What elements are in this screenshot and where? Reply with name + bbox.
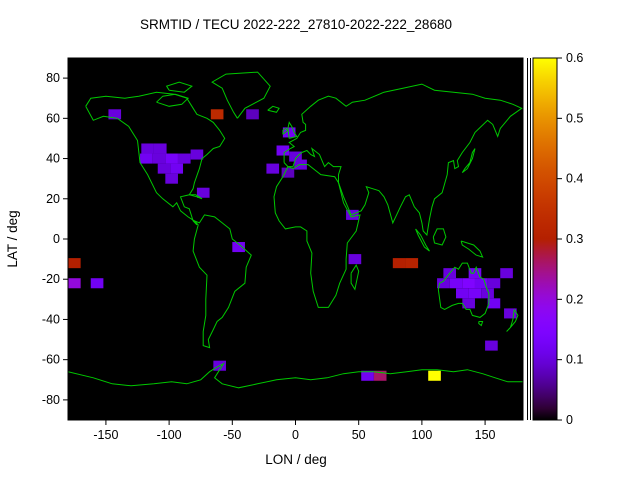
coastline [273, 164, 361, 308]
heat-cell [361, 370, 374, 381]
coastline [432, 228, 447, 246]
coastline [415, 228, 430, 252]
chart-title: SRMTID / TECU 2022-222_27810-2022-222_28… [140, 17, 452, 32]
x-tick-label: 150 [475, 428, 496, 442]
coastline [211, 71, 271, 119]
heat-cell [90, 278, 104, 289]
coastline [461, 148, 476, 173]
colorbar-tick-label: 0 [566, 413, 573, 427]
heat-cell [266, 163, 280, 174]
x-tick-label: 100 [411, 428, 432, 442]
heat-cell [246, 109, 259, 120]
colorbar-tick-label: 0.4 [566, 172, 583, 186]
heat-cell [462, 298, 475, 309]
heat-cell [428, 370, 441, 381]
coastline [506, 309, 519, 332]
coastline [437, 262, 490, 318]
coastline [156, 93, 190, 107]
heat-cell [152, 153, 166, 164]
coastline [189, 194, 203, 200]
colorbar-tick-label: 0.1 [566, 353, 583, 367]
heat-cell [140, 153, 153, 164]
colorbar [532, 57, 558, 421]
y-tick-label: 40 [46, 152, 60, 166]
heat-cell [456, 288, 469, 299]
coastline [267, 105, 280, 113]
y-axis-label: LAT / deg [5, 210, 20, 267]
heat-cell [449, 278, 463, 289]
y-tick-label: 0 [53, 232, 60, 246]
heat-cell [210, 109, 224, 120]
heat-cell [405, 258, 419, 269]
coastline [287, 121, 298, 139]
x-tick-label: -150 [93, 428, 118, 442]
heat-cell [232, 242, 245, 253]
coastline [478, 321, 484, 327]
colorbar-tick-label: 0.5 [566, 111, 583, 125]
x-tick-label: -50 [223, 428, 241, 442]
x-tick-label: 50 [352, 428, 366, 442]
map-background [68, 58, 523, 420]
coastlines [68, 71, 523, 389]
x-axis-label: LON / deg [265, 452, 327, 467]
coastline [283, 83, 523, 237]
x-tick-label: 0 [292, 428, 299, 442]
heat-cell [68, 258, 81, 269]
heat-cell [165, 173, 178, 184]
heat-cell [165, 153, 178, 164]
heat-cell [392, 258, 406, 269]
heat-cell [487, 298, 501, 309]
heat-cell [196, 187, 210, 198]
heat-cell [108, 109, 122, 120]
y-tick-label: -60 [42, 353, 60, 367]
heat-cell [481, 288, 494, 299]
heat-cell [282, 127, 296, 138]
coastline [460, 240, 484, 258]
heat-cell [190, 149, 204, 160]
map-plot-area: -150 -100 -50 0 50 100 150 80 60 40 20 0 -20 -40 -60 -8… [42, 51, 584, 442]
heat-cell [462, 278, 475, 289]
y-tick-label: -40 [42, 312, 60, 326]
heat-cell [468, 268, 482, 279]
heat-cell [141, 143, 154, 154]
heat-cell [487, 278, 501, 289]
heat-cell [468, 288, 482, 299]
y-tick-label: 80 [46, 71, 60, 85]
heat-cell [68, 278, 81, 289]
heat-cell [157, 163, 171, 174]
heat-cell [504, 308, 517, 319]
heat-cell [281, 167, 295, 178]
coastline [68, 362, 523, 389]
heat-cell [153, 143, 167, 154]
colorbar-tick-label: 0.6 [566, 51, 583, 65]
heat-cell [177, 153, 191, 164]
y-tick-label: -80 [42, 393, 60, 407]
heat-cell [500, 268, 513, 279]
x-tick-label: -100 [157, 428, 182, 442]
coastline [165, 81, 193, 93]
heat-cell [437, 278, 450, 289]
y-tick-label: 20 [46, 192, 60, 206]
colorbar-tick-label: 0.2 [566, 292, 583, 306]
colorbar-tick-label: 0.3 [566, 232, 583, 246]
coastline [282, 127, 289, 135]
heat-cells [68, 109, 517, 381]
heat-cell [348, 254, 362, 265]
coastline [192, 214, 252, 349]
heat-cell [474, 278, 488, 289]
heat-cell [373, 370, 387, 381]
y-tick-label: -20 [42, 272, 60, 286]
heat-cell [276, 145, 290, 156]
heat-cell [170, 163, 184, 174]
heat-cell [485, 340, 498, 351]
y-tick-label: 60 [46, 111, 60, 125]
heat-cell [289, 151, 302, 162]
coastline [350, 264, 360, 291]
